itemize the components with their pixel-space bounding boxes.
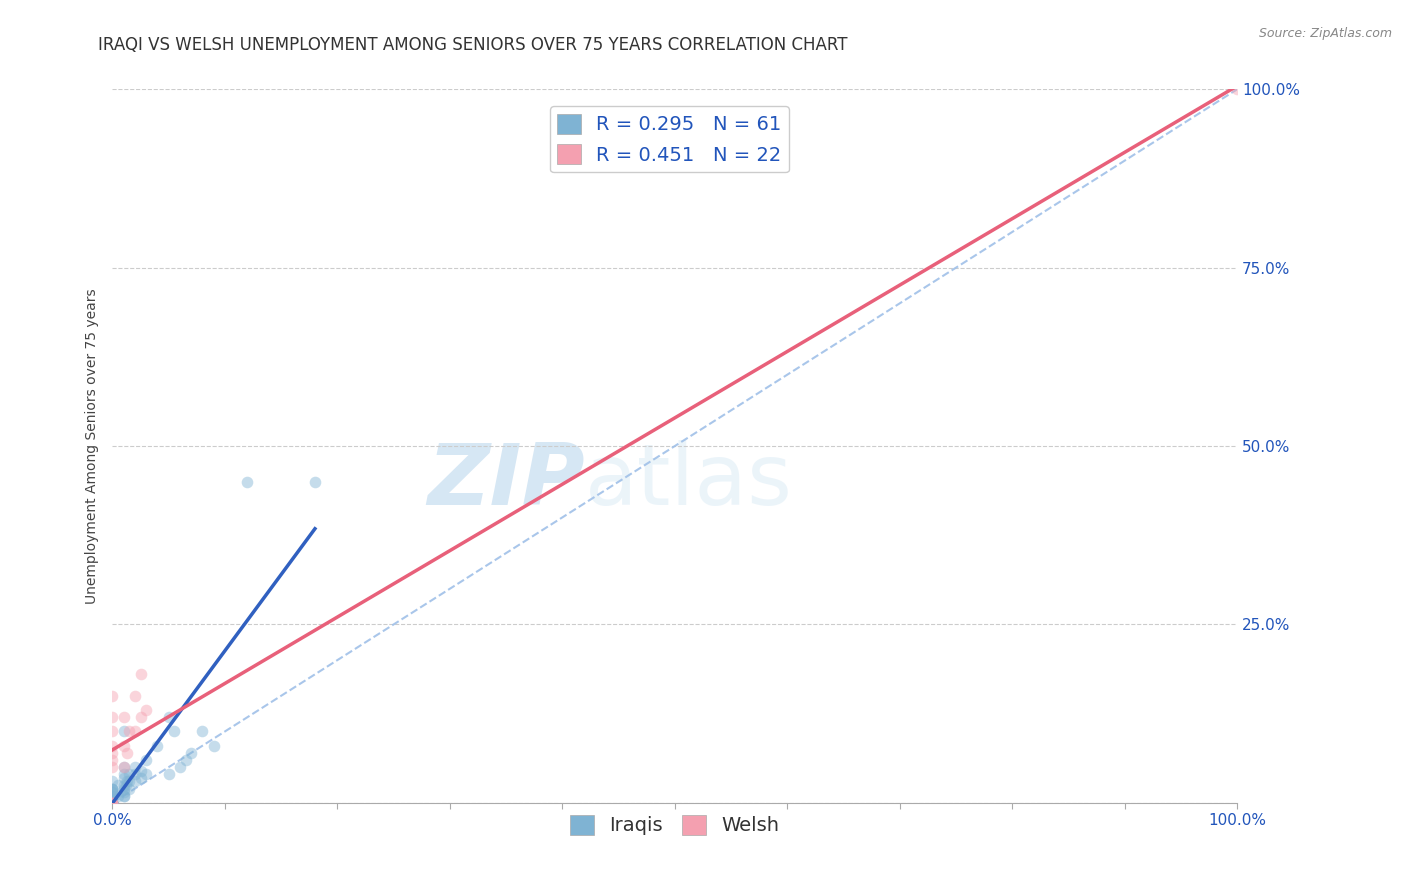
Point [180,746,202,760]
Point [112,781,135,796]
Point [101,796,124,810]
Point [101,781,124,796]
Point [135,703,157,717]
Point [1226,82,1249,96]
Point [202,739,225,753]
Point [101,796,124,810]
Point [101,746,124,760]
Point [146,739,169,753]
Point [101,781,124,796]
Point [115,778,138,792]
Point [112,771,135,785]
Point [101,796,124,810]
Point [101,796,124,810]
Point [101,789,124,803]
Point [112,767,135,781]
Point [101,710,124,724]
Point [236,475,259,489]
Point [107,789,129,803]
Point [101,789,124,803]
Point [101,796,124,810]
Point [115,746,138,760]
Point [101,785,124,799]
Point [124,774,146,789]
Point [101,781,124,796]
Point [101,796,124,810]
Point [101,796,124,810]
Text: atlas: atlas [585,440,793,524]
Point [101,753,124,767]
Point [101,796,124,810]
Point [101,724,124,739]
Point [101,796,124,810]
Point [101,796,124,810]
Point [112,760,135,774]
Point [101,789,124,803]
Point [101,796,124,810]
Point [135,753,157,767]
Point [101,796,124,810]
Point [129,771,152,785]
Point [157,710,180,724]
Point [115,774,138,789]
Point [157,767,180,781]
Point [101,796,124,810]
Point [101,796,124,810]
Point [112,789,135,803]
Text: ZIP: ZIP [427,440,585,524]
Point [112,785,135,799]
Point [101,796,124,810]
Point [101,760,124,774]
Point [112,760,135,774]
Point [118,774,141,789]
Point [101,796,124,810]
Point [124,689,146,703]
Point [112,789,135,803]
Point [107,778,129,792]
Y-axis label: Unemployment Among Seniors over 75 years: Unemployment Among Seniors over 75 years [84,288,98,604]
Point [169,760,191,774]
Point [174,753,197,767]
Point [112,710,135,724]
Point [101,796,124,810]
Point [118,767,141,781]
Point [101,739,124,753]
Point [124,760,146,774]
Point [101,796,124,810]
Point [163,724,186,739]
Point [101,796,124,810]
Legend: Iraqis, Welsh: Iraqis, Welsh [562,807,787,843]
Point [304,475,326,489]
Point [112,724,135,739]
Point [129,764,152,778]
Point [129,667,152,681]
Point [129,710,152,724]
Point [101,689,124,703]
Point [135,767,157,781]
Point [101,796,124,810]
Point [124,724,146,739]
Point [191,724,214,739]
Point [118,781,141,796]
Point [112,778,135,792]
Point [101,796,124,810]
Text: Source: ZipAtlas.com: Source: ZipAtlas.com [1258,27,1392,40]
Point [118,724,141,739]
Point [101,796,124,810]
Point [124,767,146,781]
Text: IRAQI VS WELSH UNEMPLOYMENT AMONG SENIORS OVER 75 YEARS CORRELATION CHART: IRAQI VS WELSH UNEMPLOYMENT AMONG SENIOR… [98,36,848,54]
Point [112,739,135,753]
Point [101,774,124,789]
Point [101,785,124,799]
